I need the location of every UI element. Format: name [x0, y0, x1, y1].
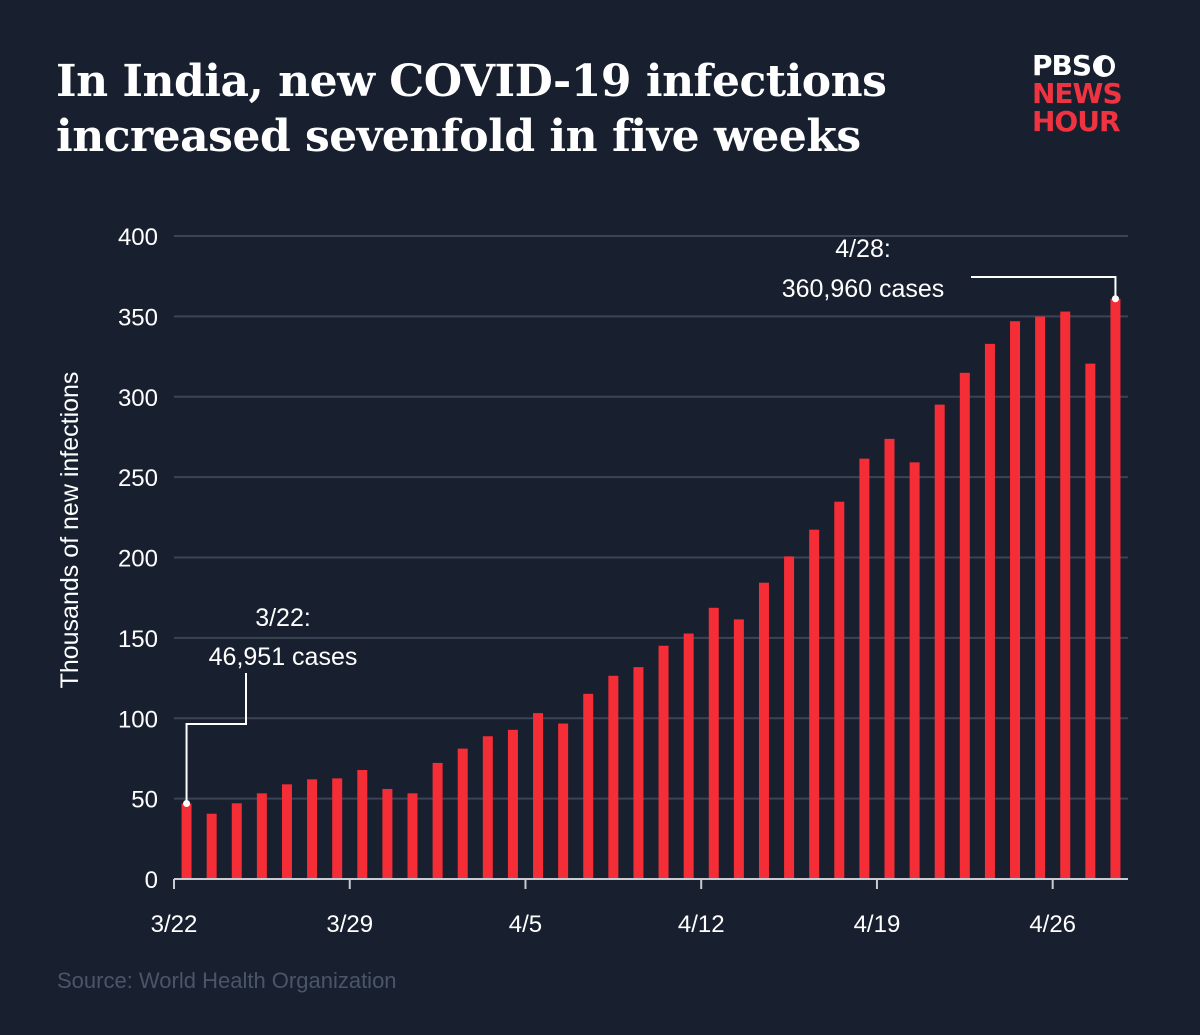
- pbs-newshour-logo: PBS NEWS HOUR: [1032, 52, 1152, 136]
- gridlines: [174, 235, 1128, 800]
- bar-4-20: [909, 462, 920, 879]
- logo-news-text: NEWS: [1032, 77, 1123, 110]
- pbs-head-icon: [1093, 55, 1116, 77]
- annotation-4-28-date: 4/28:: [835, 235, 891, 263]
- x-tick-label: 4/5: [509, 911, 542, 938]
- annotations: 3/22: 46,951 cases 4/28: 360,960 cases: [183, 235, 1119, 808]
- logo-hour-text: HOUR: [1032, 105, 1121, 138]
- bar-4-11: [683, 633, 694, 879]
- bar-4-14: [758, 582, 769, 879]
- bar-4-25: [1035, 316, 1046, 879]
- x-tick-label: 4/26: [1029, 911, 1076, 938]
- bar-4-9: [633, 667, 644, 879]
- bar-4-2: [457, 748, 468, 879]
- y-tick-label: 250: [118, 465, 158, 492]
- logo-pbs-text: PBS: [1032, 49, 1092, 82]
- bar-3-25: [256, 793, 267, 879]
- bar-4-3: [482, 736, 493, 879]
- bar-4-18: [859, 458, 870, 879]
- bar-4-24: [1010, 321, 1021, 879]
- bar-4-21: [934, 404, 945, 879]
- x-tick-label: 4/19: [854, 911, 901, 938]
- annotation-4-28-value: 360,960 cases: [782, 275, 945, 303]
- y-axis-tick-labels: 0 50 100 150 200 250 300 350 400: [118, 224, 158, 894]
- bar-3-29: [357, 770, 368, 879]
- bar-4-23: [984, 343, 995, 879]
- bar-4-27: [1085, 363, 1096, 879]
- bar-4-1: [432, 762, 443, 879]
- bar-3-22: [181, 803, 192, 879]
- title-line-1: In India, new COVID-19 infections: [56, 56, 887, 107]
- bar-4-15: [784, 556, 795, 879]
- y-tick-label: 300: [118, 385, 158, 412]
- bars: [181, 298, 1121, 879]
- bar-4-13: [733, 619, 744, 879]
- bar-3-31: [407, 793, 418, 879]
- annotation-3-22-value: 46,951 cases: [209, 643, 358, 671]
- annotation-3-22-date: 3/22:: [255, 604, 311, 632]
- chart-title: In India, new COVID-19 infections increa…: [56, 54, 956, 164]
- y-tick-label: 0: [145, 867, 158, 894]
- bar-4-4: [507, 729, 518, 879]
- y-tick-label: 150: [118, 626, 158, 653]
- x-axis: 3/22 3/29 4/5 4/12 4/19 4/26: [151, 878, 1128, 938]
- bar-3-24: [231, 803, 242, 879]
- logo-pbs-row: PBS: [1032, 52, 1152, 80]
- bar-3-26: [281, 784, 292, 879]
- bar-4-17: [834, 501, 845, 879]
- bar-4-5: [533, 713, 544, 879]
- y-tick-label: 400: [118, 224, 158, 251]
- bar-4-12: [708, 607, 719, 879]
- bar-4-10: [658, 645, 669, 879]
- annotation-dot-3-22: [183, 800, 191, 808]
- bar-3-30: [382, 788, 393, 879]
- y-tick-label: 200: [118, 546, 158, 573]
- bar-4-8: [608, 675, 619, 879]
- bar-4-22: [959, 372, 970, 879]
- bar-4-19: [884, 438, 895, 879]
- y-tick-label: 350: [118, 304, 158, 331]
- bar-3-27: [307, 779, 318, 879]
- bar-4-6: [558, 723, 569, 879]
- bar-4-26: [1060, 311, 1071, 879]
- y-tick-label: 100: [118, 706, 158, 733]
- bar-4-7: [583, 693, 594, 879]
- bar-3-23: [206, 813, 217, 879]
- title-line-2: increased sevenfold in five weeks: [56, 111, 861, 162]
- annotation-leader-3-22: [185, 673, 247, 804]
- annotation-dot-4-28: [1111, 295, 1119, 303]
- x-tick-label: 4/12: [678, 911, 725, 938]
- y-tick-label: 50: [131, 787, 158, 814]
- x-tick-label: 3/22: [151, 911, 198, 938]
- bar-4-28: [1110, 298, 1121, 879]
- y-axis-label: Thousands of new infections: [56, 372, 84, 689]
- bar-4-16: [809, 529, 820, 879]
- annotation-leader-4-28: [971, 276, 1117, 299]
- bar-3-28: [332, 778, 343, 879]
- x-tick-label: 3/29: [326, 911, 373, 938]
- source-note: Source: World Health Organization: [57, 968, 397, 993]
